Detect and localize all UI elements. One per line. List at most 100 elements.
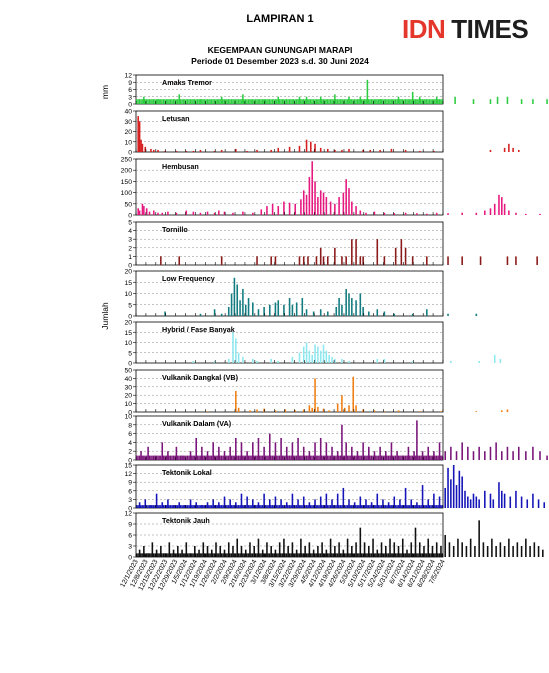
bar-vulkanik-dalam-va: [263, 446, 265, 460]
bar-vulkanik-dalam-va: [305, 455, 308, 460]
bar-amaks-tremor: [546, 99, 548, 104]
bar-low-frequency: [351, 298, 353, 316]
bar-tektonik-jauh: [452, 546, 455, 557]
bar-amaks-tremor: [152, 99, 155, 104]
bar-tektonik-lokal: [509, 496, 512, 508]
bar-tektonik-jauh: [192, 553, 194, 557]
bar-amaks-tremor: [283, 99, 285, 104]
bar-tektonik-lokal: [246, 496, 248, 508]
bar-amaks-tremor: [404, 99, 407, 104]
bar-amaks-tremor: [167, 99, 169, 104]
bar-hybrid-fase-banyak: [341, 358, 343, 363]
bar-amaks-tremor: [440, 99, 442, 104]
bar-tektonik-lokal: [421, 485, 424, 508]
bar-tektonik-jauh: [372, 538, 374, 557]
bar-tektonik-jauh: [266, 542, 268, 557]
bar-vulkanik-dalam-va: [147, 446, 149, 460]
bar-tektonik-lokal: [543, 502, 546, 508]
bar-vulkanik-dalam-va: [346, 455, 349, 460]
bar-vulkanik-dalam-va: [332, 455, 334, 460]
bar-amaks-tremor: [326, 99, 329, 104]
bar-tektonik-lokal: [271, 505, 274, 508]
bar-tektonik-lokal: [198, 505, 200, 508]
bar-tektonik-jauh: [411, 553, 414, 557]
bar-vulkanik-dangkal-vb: [237, 407, 240, 412]
bar-amaks-tremor: [147, 99, 149, 104]
bar-tektonik-lokal: [382, 499, 384, 508]
bar-low-frequency: [475, 313, 478, 316]
bar-tektonik-jauh: [414, 527, 417, 557]
bar-tektonik-lokal: [343, 505, 346, 508]
bar-hybrid-fase-banyak: [242, 356, 244, 363]
bar-amaks-tremor: [407, 99, 409, 104]
bar-low-frequency: [312, 311, 315, 316]
bar-amaks-tremor: [236, 99, 238, 104]
bar-tektonik-jauh: [359, 527, 362, 557]
bar-vulkanik-dalam-va: [141, 455, 143, 460]
bar-amaks-tremor: [319, 96, 322, 104]
bar-hembusan: [435, 212, 438, 215]
bar-tektonik-jauh: [252, 553, 254, 557]
bar-amaks-tremor: [353, 99, 356, 104]
y-tick-label: 0: [128, 263, 132, 270]
bar-tektonik-lokal: [222, 505, 224, 508]
bar-tektonik-jauh: [400, 553, 402, 557]
bar-vulkanik-dangkal-vb: [302, 409, 305, 412]
bar-tektonik-jauh: [537, 546, 540, 557]
bar-tektonik-lokal: [300, 505, 302, 508]
y-tick-label: 150: [121, 179, 133, 186]
bar-tektonik-lokal: [225, 505, 227, 508]
bar-hembusan: [508, 210, 510, 215]
bar-letusan: [508, 143, 510, 152]
bar-amaks-tremor: [377, 99, 380, 104]
bar-tektonik-lokal: [341, 505, 343, 508]
bar-tektonik-lokal: [393, 496, 396, 508]
bar-amaks-tremor: [237, 99, 240, 104]
bar-tektonik-lokal: [259, 505, 261, 508]
bar-vulkanik-dangkal-vb: [328, 410, 330, 412]
bar-tornillo: [394, 247, 397, 265]
bar-tektonik-lokal: [230, 505, 233, 508]
bar-letusan: [348, 148, 350, 152]
bar-tektonik-lokal: [273, 505, 275, 508]
bar-tektonik-jauh: [393, 542, 396, 557]
bar-tektonik-lokal: [215, 505, 217, 508]
bar-tektonik-lokal: [435, 505, 438, 508]
bar-amaks-tremor: [430, 99, 432, 104]
bar-hembusan: [305, 194, 308, 215]
bar-vulkanik-dalam-va: [157, 455, 159, 460]
y-axis-label-jumlah: Jumlah: [100, 302, 110, 330]
bar-tektonik-lokal: [305, 505, 308, 508]
bar-tektonik-lokal: [348, 499, 350, 508]
bar-vulkanik-dalam-va: [136, 455, 138, 460]
bar-vulkanik-dalam-va: [290, 455, 292, 460]
bar-vulkanik-dangkal-vb: [355, 405, 357, 412]
bar-vulkanik-dalam-va: [321, 455, 323, 460]
bar-vulkanik-dalam-va: [382, 455, 384, 460]
bar-tektonik-jauh: [148, 553, 151, 557]
bar-tornillo: [178, 256, 181, 265]
bar-tektonik-jauh: [285, 553, 288, 557]
bar-tektonik-jauh: [249, 542, 251, 557]
bar-tornillo: [479, 256, 482, 265]
bar-tektonik-lokal: [455, 485, 458, 508]
bar-hybrid-fase-banyak: [331, 356, 333, 363]
bar-tektonik-lokal: [396, 505, 398, 508]
bar-tektonik-lokal: [338, 505, 340, 508]
bar-vulkanik-dalam-va: [243, 455, 245, 460]
bar-hembusan: [192, 211, 195, 215]
bar-vulkanik-dalam-va: [413, 451, 415, 460]
bar-vulkanik-dangkal-vb: [343, 407, 346, 412]
bar-tornillo: [506, 256, 509, 265]
bar-tektonik-lokal: [411, 505, 414, 508]
bar-tornillo: [359, 256, 362, 265]
bar-tektonik-jauh: [199, 553, 201, 557]
bar-amaks-tremor: [380, 99, 383, 104]
bar-hembusan: [539, 213, 541, 215]
bar-hembusan: [503, 203, 506, 215]
bar-amaks-tremor: [341, 99, 343, 104]
bar-amaks-tremor: [396, 99, 398, 104]
bar-tektonik-jauh: [267, 553, 269, 557]
bar-tektonik-lokal: [263, 493, 265, 508]
bar-vulkanik-dalam-va: [489, 446, 492, 460]
